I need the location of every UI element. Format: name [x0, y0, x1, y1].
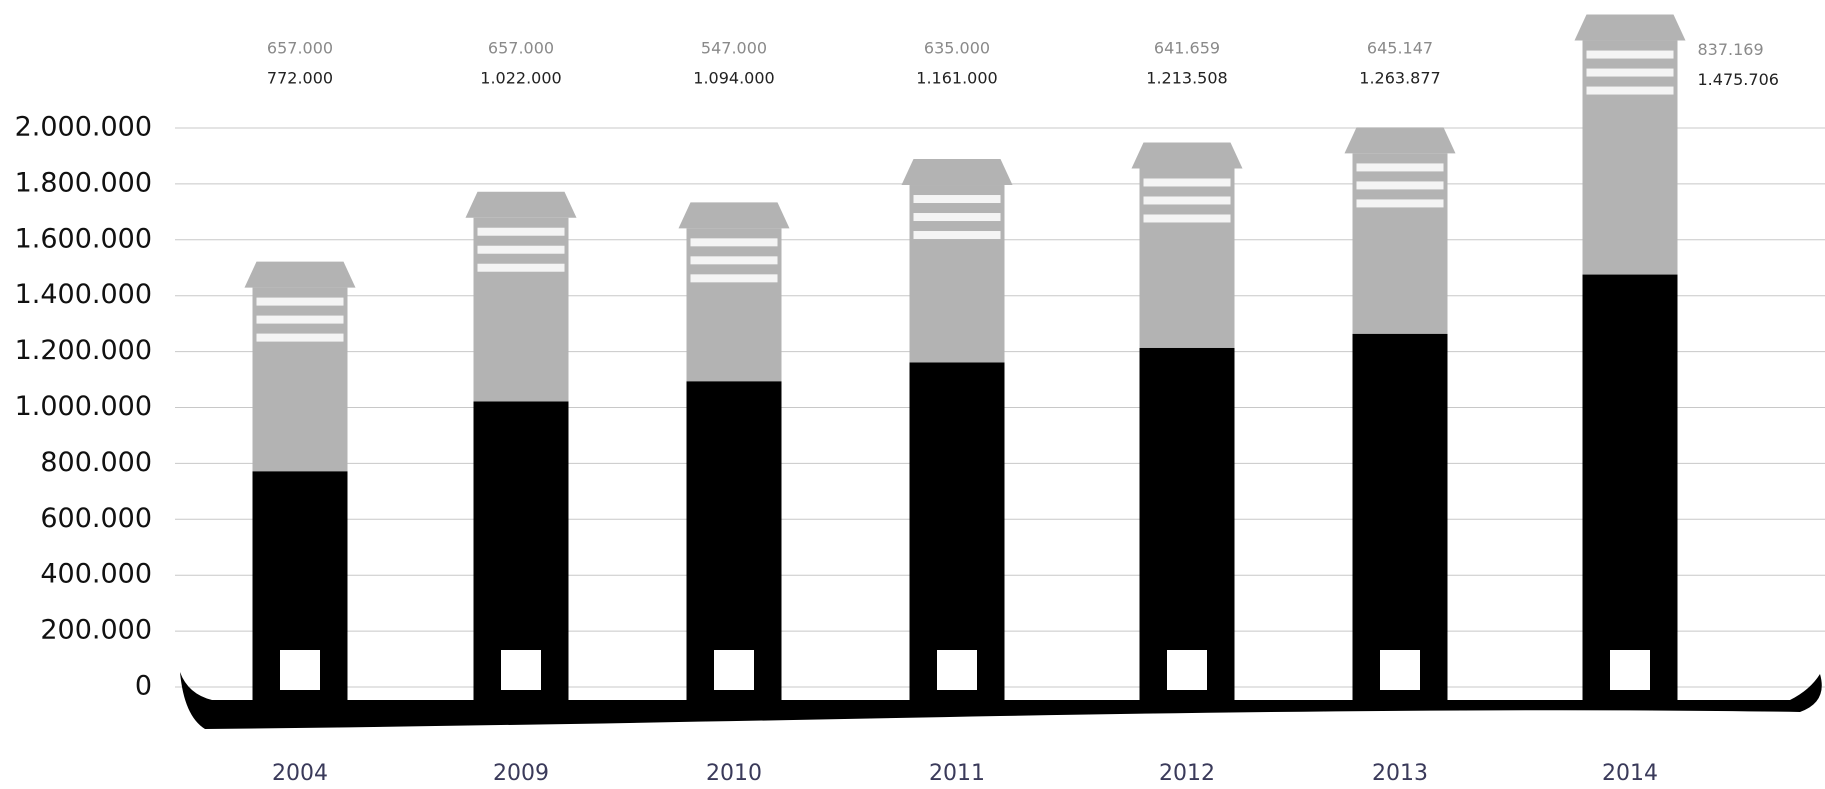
value-label: 837.169	[1698, 40, 1764, 59]
window-band	[1586, 68, 1674, 77]
window-band	[477, 263, 565, 272]
window-band	[1586, 50, 1674, 59]
window-band	[477, 245, 565, 254]
bar-segment	[1582, 274, 1678, 700]
x-tick-label: 2014	[1602, 761, 1658, 786]
window-band	[1356, 181, 1444, 190]
roof	[678, 202, 790, 229]
window-band	[1356, 163, 1444, 172]
ship-hull	[180, 672, 1822, 729]
window-band	[256, 315, 344, 324]
door	[1167, 650, 1207, 690]
value-label: 635.000	[924, 39, 990, 58]
y-tick-label: 800.000	[40, 447, 152, 478]
y-tick-label: 0	[135, 671, 152, 702]
y-tick-label: 200.000	[40, 615, 152, 646]
door	[937, 650, 977, 690]
value-label: 1.022.000	[480, 69, 561, 88]
door	[280, 650, 320, 690]
x-tick-label: 2013	[1372, 761, 1428, 786]
window-band	[256, 333, 344, 342]
y-tick-label: 1.000.000	[15, 391, 152, 422]
x-tick-label: 2004	[272, 761, 328, 786]
value-label: 1.094.000	[693, 69, 774, 88]
value-label: 1.213.508	[1146, 69, 1227, 88]
y-tick-label: 2.000.000	[15, 112, 152, 143]
window-band	[690, 238, 778, 247]
bar-segment	[686, 228, 782, 382]
door	[1380, 650, 1420, 690]
y-tick-label: 1.400.000	[15, 279, 152, 310]
x-tick-label: 2010	[706, 761, 762, 786]
value-label: 1.263.877	[1359, 69, 1440, 88]
bar-segment	[909, 185, 1005, 363]
window-band	[690, 256, 778, 265]
bar-segment	[1139, 347, 1235, 700]
window-band	[256, 297, 344, 306]
y-tick-label: 1.600.000	[15, 223, 152, 254]
window-band	[913, 195, 1001, 204]
roof	[1344, 127, 1456, 154]
window-band	[1143, 178, 1231, 187]
window-band	[1356, 199, 1444, 208]
roof	[1574, 14, 1686, 41]
roof	[901, 159, 1013, 186]
value-label: 657.000	[488, 39, 554, 58]
x-tick-label: 2009	[493, 761, 549, 786]
x-tick-label: 2012	[1159, 761, 1215, 786]
window-band	[1143, 214, 1231, 223]
y-tick-label: 400.000	[40, 559, 152, 590]
towers	[244, 14, 1686, 700]
bar-segment	[909, 362, 1005, 700]
y-tick-label: 1.200.000	[15, 335, 152, 366]
bar-segment	[473, 217, 569, 402]
value-label: 547.000	[701, 39, 767, 58]
roof	[1131, 142, 1243, 169]
door	[1610, 650, 1650, 690]
x-tick-label: 2011	[929, 761, 985, 786]
y-tick-label: 1.800.000	[15, 167, 152, 198]
value-label: 657.000	[267, 39, 333, 58]
value-label: 641.659	[1154, 39, 1220, 58]
door	[501, 650, 541, 690]
window-band	[913, 231, 1001, 240]
door	[714, 650, 754, 690]
bar-segment	[252, 287, 348, 472]
window-band	[1143, 196, 1231, 205]
bar-segment	[1352, 333, 1448, 700]
y-tick-label: 600.000	[40, 503, 152, 534]
bar-segment	[1352, 153, 1448, 334]
bar-segment	[1582, 40, 1678, 275]
value-label: 1.475.706	[1698, 70, 1779, 89]
window-band	[1586, 86, 1674, 95]
value-label: 772.000	[267, 69, 333, 88]
bar-segment	[686, 381, 782, 700]
value-label: 645.147	[1367, 39, 1433, 58]
bar-segment	[1139, 168, 1235, 348]
grid: 0 200.000 400.000 600.000 800.000 1.000.000 1.…	[15, 112, 1825, 702]
window-band	[913, 213, 1001, 222]
window-band	[690, 274, 778, 283]
value-label: 1.161.000	[916, 69, 997, 88]
roof	[244, 261, 356, 288]
window-band	[477, 227, 565, 236]
roof	[465, 191, 577, 218]
